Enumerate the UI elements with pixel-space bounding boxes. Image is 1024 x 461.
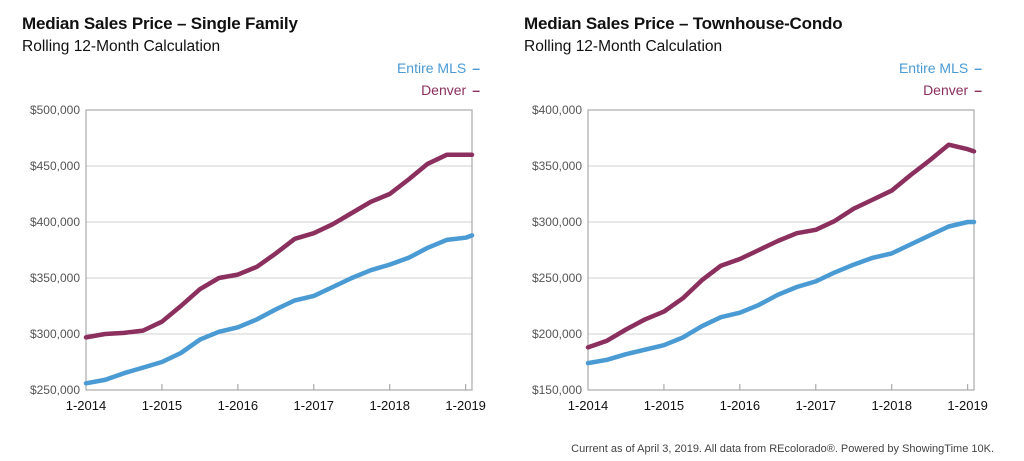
y-tick-label: $300,000 [30,327,80,341]
y-tick-label: $250,000 [532,271,582,285]
chart-title: Median Sales Price – Townhouse-Condo [524,14,843,33]
legend-entry-entire-mls: Entire MLS – [899,60,982,76]
chart-title: Median Sales Price – Single Family [22,14,298,33]
legend-label: Entire MLS [396,60,467,76]
plot-frame [587,109,975,391]
series-line-entire-mls [585,219,977,366]
x-tick-label: 1-2014 [568,398,608,413]
x-tick-label: 1-2014 [66,398,106,413]
y-tick-label: $400,000 [532,103,582,117]
legend-swatch: – [472,82,480,98]
chart-subtitle: Rolling 12-Month Calculation [22,38,221,55]
legend-entry-denver: Denver – [923,82,982,98]
townhouse-condo-chart: $150,000 $200,000 $250,000 $300,000 $350,000… [532,103,988,413]
legend-entry-entire-mls: Entire MLS – [397,60,480,76]
series-line-denver [585,142,977,350]
legend-swatch: – [472,60,480,76]
single-family-chart: $250,000 $300,000 $350,000 $400,000 $450,000… [30,103,486,413]
x-tick-label: 1-2015 [644,398,684,413]
x-tick-label: 1-2019 [947,398,987,413]
y-tick-label: $500,000 [30,103,80,117]
plot-frame [85,109,473,391]
y-tick-label: $350,000 [532,159,582,173]
x-tick-label: 1-2018 [871,398,911,413]
x-tick-label: 1-2017 [796,398,836,413]
source-footnote: Current as of April 3, 2019. All data fr… [571,443,994,455]
legend-label: Denver [923,82,969,98]
x-tick-label: 1-2019 [445,398,485,413]
x-tick-label: 1-2017 [294,398,334,413]
series-line-entire-mls [83,233,475,386]
legend-entry-denver: Denver – [421,82,480,98]
x-tick-label: 1-2016 [720,398,760,413]
legend-swatch: – [974,82,982,98]
series-line-denver [83,152,475,340]
chart-subtitle: Rolling 12-Month Calculation [524,38,723,55]
x-tick-label: 1-2015 [142,398,182,413]
legend-label: Denver [421,82,467,98]
y-tick-label: $300,000 [532,215,582,229]
townhouse-condo-panel: Median Sales Price – Townhouse-Condo Rol… [502,0,1002,430]
x-tick-label: 1-2018 [369,398,409,413]
x-tick-label: 1-2016 [218,398,258,413]
y-tick-label: $250,000 [30,383,80,397]
legend-swatch: – [974,60,982,76]
y-tick-label: $150,000 [532,383,582,397]
single-family-panel: Median Sales Price – Single Family Rolli… [0,0,500,430]
y-tick-label: $450,000 [30,159,80,173]
y-tick-label: $350,000 [30,271,80,285]
legend-label: Entire MLS [898,60,969,76]
y-tick-label: $400,000 [30,215,80,229]
y-tick-label: $200,000 [532,327,582,341]
